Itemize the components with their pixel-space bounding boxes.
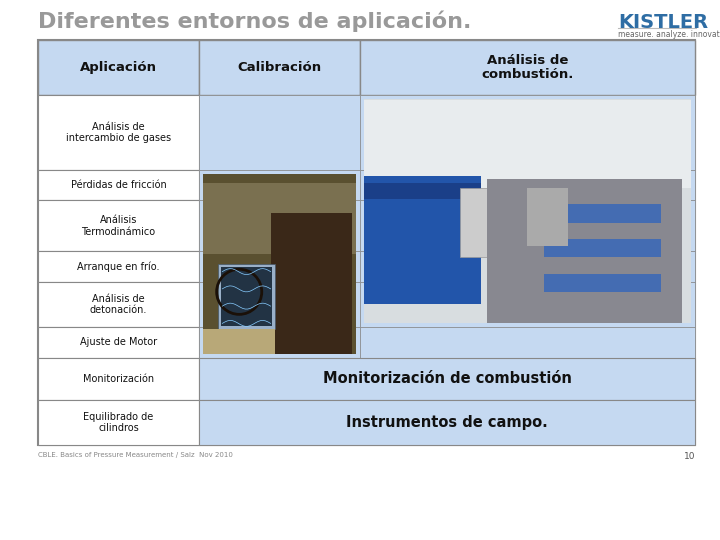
- Bar: [199, 400, 695, 445]
- Bar: [544, 239, 662, 258]
- Bar: [487, 179, 682, 323]
- Bar: [203, 173, 356, 354]
- Bar: [38, 327, 199, 357]
- Bar: [38, 40, 695, 445]
- Bar: [544, 274, 662, 292]
- Text: Arranque en frío.: Arranque en frío.: [77, 261, 160, 272]
- Bar: [199, 282, 360, 327]
- Bar: [199, 170, 360, 200]
- Bar: [38, 400, 199, 445]
- Text: KISTLER: KISTLER: [618, 13, 708, 32]
- Bar: [199, 40, 360, 95]
- Text: Calibración: Calibración: [238, 61, 322, 74]
- Text: Monitorización: Monitorización: [83, 374, 154, 384]
- Bar: [38, 252, 199, 282]
- Bar: [221, 267, 271, 326]
- Bar: [360, 170, 695, 200]
- Bar: [199, 327, 360, 357]
- Bar: [364, 183, 481, 199]
- Bar: [364, 99, 691, 323]
- Bar: [461, 188, 510, 258]
- Bar: [38, 95, 199, 170]
- Bar: [544, 204, 662, 222]
- Text: Equilibrado de
cilindros: Equilibrado de cilindros: [84, 412, 153, 434]
- Text: 10: 10: [683, 452, 695, 461]
- Bar: [38, 200, 199, 252]
- Text: Ajuste de Motor: Ajuste de Motor: [80, 338, 157, 347]
- Bar: [199, 95, 360, 170]
- Bar: [360, 200, 695, 252]
- Text: measure. analyze. innovate.: measure. analyze. innovate.: [618, 30, 720, 39]
- Text: Diferentes entornos de aplicación.: Diferentes entornos de aplicación.: [38, 10, 472, 31]
- Bar: [364, 176, 481, 303]
- Bar: [528, 188, 567, 246]
- Text: Análisis
Termodinámico: Análisis Termodinámico: [81, 215, 156, 237]
- Bar: [360, 282, 695, 327]
- Bar: [364, 100, 691, 188]
- Bar: [360, 40, 695, 95]
- Text: Pérdidas de fricción: Pérdidas de fricción: [71, 180, 166, 190]
- Bar: [360, 95, 695, 170]
- Bar: [38, 357, 199, 400]
- Bar: [199, 252, 360, 282]
- Bar: [360, 252, 695, 282]
- Bar: [38, 170, 199, 200]
- Bar: [199, 200, 360, 252]
- Bar: [38, 282, 199, 327]
- Text: Aplicación: Aplicación: [80, 61, 157, 74]
- Bar: [271, 213, 352, 354]
- Text: Análisis de
intercambio de gases: Análisis de intercambio de gases: [66, 122, 171, 143]
- Bar: [203, 183, 356, 254]
- Bar: [203, 329, 275, 354]
- Text: Monitorización de combustión: Monitorización de combustión: [323, 372, 572, 387]
- Text: Análisis de
combustión.: Análisis de combustión.: [481, 53, 574, 82]
- Bar: [218, 264, 274, 329]
- Text: Análisis de
detonación.: Análisis de detonación.: [90, 294, 147, 315]
- Bar: [38, 40, 199, 95]
- Text: CBLE. Basics of Pressure Measurement / Salz  Nov 2010: CBLE. Basics of Pressure Measurement / S…: [38, 452, 233, 458]
- Text: Instrumentos de campo.: Instrumentos de campo.: [346, 415, 548, 430]
- Bar: [360, 327, 695, 357]
- Bar: [199, 357, 695, 400]
